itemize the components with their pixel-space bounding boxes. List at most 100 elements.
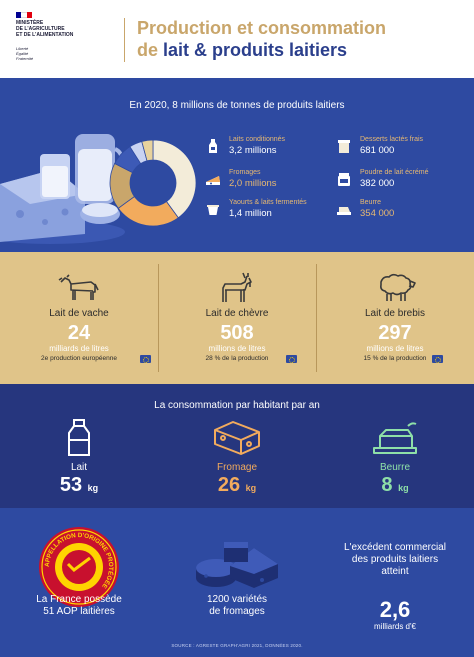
production-item-powder: Poudre de lait écrémé 382 000 (336, 169, 474, 197)
trade-line: atteint (381, 566, 409, 577)
aop-fact: La France possède 51 AOP laitières (0, 594, 158, 618)
production-item-butter: Beurre 354 000 (336, 199, 474, 227)
consumption-butter: Beurre 8 kg (316, 412, 474, 508)
production-item-desserts: Desserts lactés frais 681 000 (336, 136, 474, 164)
milk-unit: milliards de litres (49, 344, 109, 353)
production-section: En 2020, 8 millions de tonnes de produit… (0, 78, 474, 252)
varieties-line: 1200 variétés (206, 594, 268, 605)
production-donut-chart (109, 139, 197, 227)
consumption-section: La consommation par habitant par an Lait… (0, 384, 474, 508)
consumption-value: 8 kg (316, 474, 474, 497)
milk-unit: millions de litres (366, 344, 424, 353)
cheese-icon (214, 421, 260, 455)
milk-note: 15 % de la production (363, 355, 427, 362)
republic-motto: Liberté Égalité Fraternité (16, 46, 56, 61)
milk-number: 508 (220, 322, 254, 344)
dairy-products-illustration-icon (0, 134, 125, 244)
production-item-milk: Laits conditionnés 3,2 millions (205, 136, 345, 164)
donut-slice-0 (152, 139, 197, 219)
milk-cow-block: Lait de vache 24 milliards de litres 2e … (0, 252, 158, 384)
milk-goat-block: Lait de chèvre 508 millions de litres 28… (158, 252, 316, 384)
eu-flag-icon (432, 355, 443, 363)
milk-note: 2e production européenne (41, 355, 117, 362)
milk-production-section: Lait de vache 24 milliards de litres 2e … (0, 252, 474, 384)
trade-line: des produits laitiers (351, 554, 439, 565)
varieties-line: de fromages (209, 606, 265, 617)
production-label: Laits conditionnés (229, 136, 286, 143)
trade-line: L'excédent commercial (344, 542, 446, 553)
aop-line: 51 AOP laitières (43, 606, 115, 617)
production-value: 2,0 millions (229, 178, 277, 189)
milk-bottle-icon (68, 419, 90, 456)
production-item-yogurt: Yaourts & laits fermentés 1,4 million (205, 199, 345, 227)
milk-name: Lait de brebis (364, 308, 426, 319)
milk-note: 28 % de la production (205, 355, 269, 362)
milk-name: Lait de chèvre (205, 308, 269, 319)
aop-seal-icon: APPELLATION D'ORIGINE PROTÉGÉE (39, 527, 119, 607)
consumption-name: Lait (70, 462, 88, 473)
consumption-unit: kg (245, 483, 257, 493)
production-value: 681 000 (360, 145, 395, 156)
cheese-icon (206, 176, 220, 185)
consumption-name: Beurre (379, 462, 410, 473)
milk-sheep-block: Lait de brebis 297 millions de litres 15… (316, 252, 474, 384)
trade-fact: L'excédent commercial des produits laiti… (316, 542, 474, 632)
consumption-unit: kg (398, 483, 409, 493)
varieties-fact: 1200 variétés de fromages (158, 594, 316, 618)
consumption-number: 26 (217, 474, 241, 496)
trade-number: 2,6 (379, 597, 411, 622)
donut-slice-5 (141, 139, 154, 162)
production-label: Beurre (360, 199, 382, 206)
consumption-milk: Lait 53 kg (0, 412, 158, 508)
cow-icon (58, 274, 99, 300)
milk-unit: millions de litres (208, 344, 266, 353)
title-prefix: de (137, 40, 164, 60)
motto-line: Liberté (16, 46, 29, 51)
production-value: 3,2 millions (229, 145, 277, 156)
section-divider (158, 264, 159, 372)
page-title-line2: de lait & produits laitiers (137, 40, 347, 61)
production-label: Yaourts & laits fermentés (229, 199, 307, 206)
header: MINISTÈRE DE L'AGRICULTURE ET DE L'ALIME… (0, 0, 474, 78)
consumption-value: 53 kg (0, 474, 158, 497)
production-label: Fromages (229, 169, 261, 176)
title-bold: lait & produits laitiers (163, 40, 348, 60)
consumption-cheese: Fromage 26 kg (158, 412, 316, 508)
production-value: 382 000 (360, 178, 395, 189)
production-value: 354 000 (360, 208, 395, 219)
consumption-number: 8 (381, 474, 393, 496)
sheep-icon (380, 273, 416, 301)
consumption-number: 53 (59, 474, 83, 496)
header-divider (124, 18, 125, 62)
consumption-unit: kg (87, 483, 99, 493)
dessert-cup-icon (338, 140, 350, 153)
production-label: Poudre de lait écrémé (360, 169, 429, 176)
trade-unit: milliards d'€ (374, 622, 416, 631)
cheese-varieties-icon (196, 542, 278, 588)
yogurt-icon (207, 205, 219, 215)
motto-line: Égalité (16, 51, 29, 56)
eu-flag-icon (140, 355, 151, 363)
milk-powder-icon (338, 173, 350, 186)
motto-line: Fraternité (16, 56, 34, 61)
section-divider (316, 264, 317, 372)
milk-number: 24 (67, 322, 91, 344)
butter-icon (373, 422, 417, 454)
ministry-line: MINISTÈRE (16, 20, 44, 26)
production-item-cheese: Fromages 2,0 millions (205, 169, 345, 197)
production-value: 1,4 million (229, 208, 272, 219)
production-label: Desserts lactés frais (360, 136, 424, 143)
facts-section: APPELLATION D'ORIGINE PROTÉGÉE La France… (0, 508, 474, 657)
butter-icon (337, 207, 351, 215)
page-title-line1: Production et consommation (137, 18, 387, 38)
ministry-line: ET DE L'ALIMENTATION (16, 32, 74, 38)
ministry-line: DE L'AGRICULTURE (16, 26, 65, 32)
milk-bottle-icon (209, 139, 217, 153)
consumption-value: 26 kg (158, 474, 316, 497)
french-flag-icon (16, 12, 32, 18)
milk-name: Lait de vache (49, 308, 109, 319)
goat-icon (222, 272, 252, 302)
consumption-name: Fromage (216, 462, 257, 473)
milk-number: 297 (378, 322, 412, 344)
